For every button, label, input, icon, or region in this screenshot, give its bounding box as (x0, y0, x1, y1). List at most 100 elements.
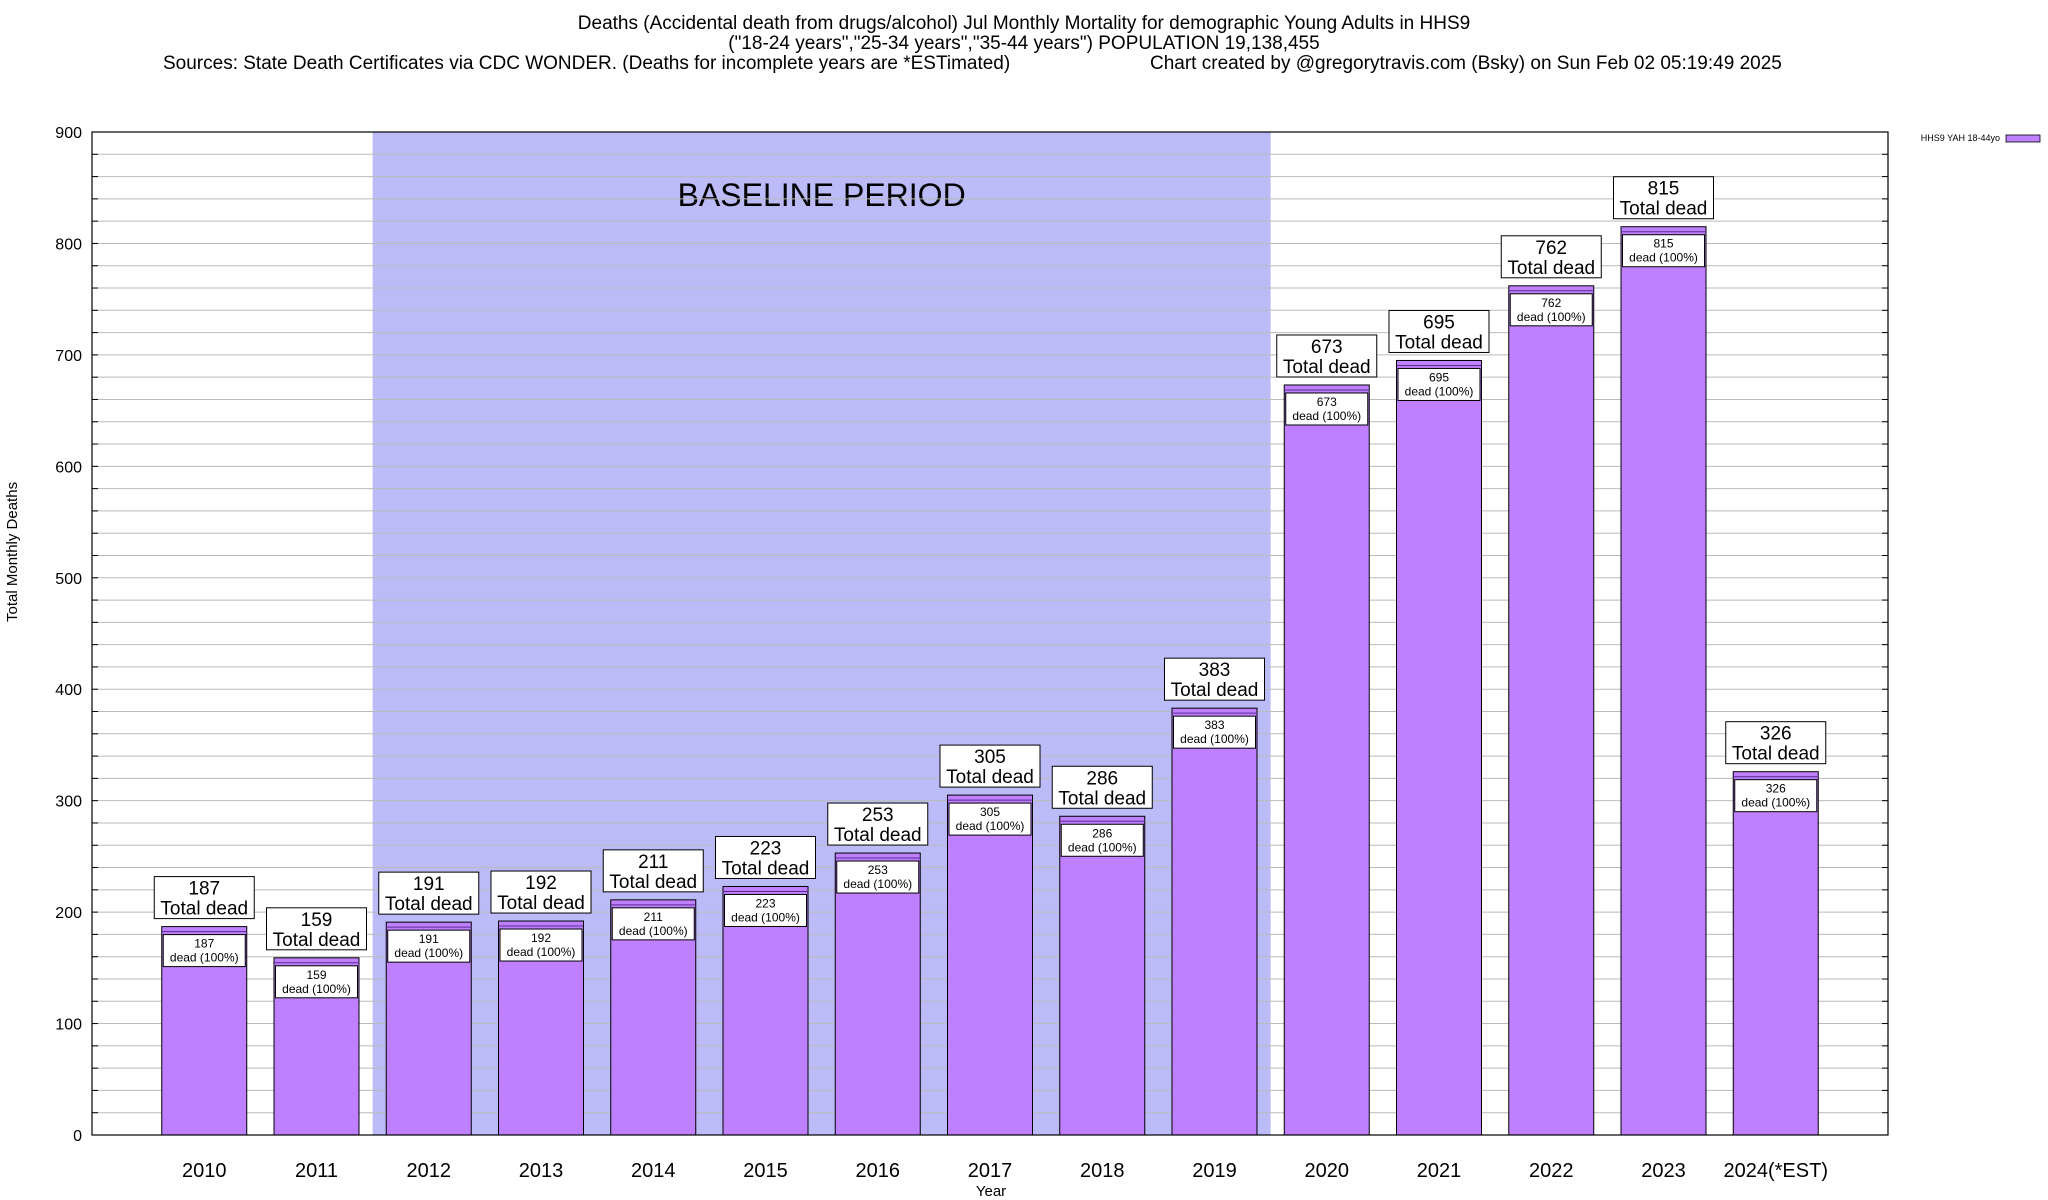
y-tick-label: 100 (55, 1017, 82, 1034)
y-tick-label: 900 (55, 125, 82, 142)
inner-label-value: 191 (419, 932, 439, 946)
top-label-text: Total dead (1171, 680, 1259, 701)
inner-label-box (1173, 715, 1256, 749)
top-label-text: Total dead (1058, 788, 1146, 809)
chart-title-line-2: ("18-24 years","25-34 years","35-44 year… (728, 33, 1320, 54)
top-label-box (715, 835, 816, 879)
inner-label-value: 211 (644, 910, 663, 924)
inner-label-percent: dead (100%) (282, 982, 351, 996)
inner-label-box (1397, 367, 1481, 401)
y-tick-label: 600 (55, 459, 82, 476)
top-label-text: Total dead (609, 872, 697, 893)
inner-label-percent: dead (100%) (956, 819, 1025, 833)
inner-label-box (948, 802, 1032, 836)
x-tick-label: 2013 (519, 1160, 564, 1182)
top-label-value: 187 (188, 879, 220, 900)
inner-label-percent: dead (100%) (1292, 409, 1361, 423)
bar (1283, 384, 1370, 1136)
y-tick-label: 800 (55, 236, 82, 253)
x-tick-label: 2024(*EST) (1724, 1160, 1829, 1182)
top-label-box (153, 876, 255, 920)
x-tick-label: 2017 (968, 1160, 1013, 1182)
top-label-box (939, 744, 1041, 788)
inner-label-box (1734, 779, 1818, 813)
baseline-period-label: BASELINE PERIOD (678, 177, 966, 213)
x-tick-label: 2018 (1080, 1160, 1125, 1182)
x-tick-label: 2015 (743, 1160, 788, 1182)
x-tick-label: 2020 (1305, 1160, 1350, 1182)
top-label-value: 673 (1311, 337, 1343, 358)
top-label-text: Total dead (273, 930, 361, 951)
inner-label-percent: dead (100%) (507, 945, 576, 959)
inner-label-percent: dead (100%) (731, 910, 800, 924)
inner-label-box (162, 934, 246, 968)
inner-label-box (1060, 823, 1144, 857)
inner-label-box (1622, 234, 1705, 268)
inner-label-value: 383 (1204, 718, 1224, 732)
top-label-value: 305 (974, 747, 1006, 768)
plot-frame (91, 131, 1889, 1136)
inner-label-box (499, 928, 583, 962)
bar (1396, 359, 1482, 1136)
top-label-value: 383 (1199, 660, 1231, 681)
top-label-value: 223 (750, 838, 782, 859)
inner-label-box (275, 965, 358, 999)
chart-credit: Chart created by @gregorytravis.com (Bsk… (1150, 53, 1782, 74)
inner-label-box (836, 860, 920, 894)
inner-label-box (1285, 392, 1369, 426)
top-label-box (490, 870, 592, 914)
bar (834, 852, 921, 1136)
y-tick-label: 300 (55, 794, 82, 811)
bar (722, 885, 809, 1136)
bar (947, 794, 1033, 1136)
top-label-value: 762 (1535, 238, 1567, 259)
inner-label-box (1509, 293, 1593, 327)
top-label-box (1725, 721, 1827, 765)
x-tick-label: 2022 (1529, 1160, 1574, 1182)
x-tick-label: 2019 (1192, 1160, 1237, 1182)
inner-label-value: 187 (194, 937, 214, 951)
top-label-box (1500, 235, 1602, 279)
top-label-box (1051, 765, 1153, 809)
x-axis-title: Year (976, 1183, 1006, 1200)
top-label-text: Total dead (834, 825, 922, 846)
y-tick-label: 700 (55, 348, 82, 365)
y-tick-label: 400 (55, 682, 82, 699)
top-label-value: 695 (1423, 312, 1455, 333)
inner-label-percent: dead (100%) (843, 877, 912, 891)
top-label-text: Total dead (1507, 258, 1595, 279)
legend-swatch (2005, 134, 2041, 143)
inner-label-percent: dead (100%) (1068, 840, 1137, 854)
top-label-value: 191 (413, 874, 445, 895)
inner-label-percent: dead (100%) (170, 951, 239, 965)
x-tick-label: 2011 (295, 1160, 338, 1182)
top-label-box (266, 907, 367, 951)
inner-label-percent: dead (100%) (1741, 796, 1810, 810)
bar (1620, 226, 1707, 1136)
top-label-value: 211 (638, 852, 668, 873)
top-label-box (1276, 334, 1378, 378)
top-label-value: 253 (862, 805, 894, 826)
top-label-text: Total dead (497, 893, 585, 914)
top-label-text: Total dead (1732, 744, 1820, 765)
top-label-text: Total dead (946, 767, 1034, 788)
top-label-value: 286 (1086, 768, 1118, 789)
inner-label-value: 253 (868, 863, 888, 877)
chart-sources: Sources: State Death Certificates via CD… (163, 53, 1011, 74)
inner-label-percent: dead (100%) (394, 946, 463, 960)
bar (1059, 815, 1146, 1136)
inner-label-percent: dead (100%) (619, 924, 688, 938)
y-tick-label: 200 (55, 905, 82, 922)
top-label-value: 192 (525, 873, 557, 894)
x-tick-label: 2012 (407, 1160, 452, 1182)
inner-label-box (611, 907, 695, 941)
inner-label-value: 159 (306, 968, 326, 982)
top-label-value: 815 (1648, 179, 1680, 200)
chart-title-line-1: Deaths (Accidental death from drugs/alco… (577, 13, 1471, 34)
inner-label-percent: dead (100%) (1517, 310, 1586, 324)
legend-label: HHS9 YAH 18-44yo (1921, 133, 2000, 143)
inner-label-value: 815 (1653, 237, 1673, 251)
bar (1171, 707, 1258, 1136)
x-tick-label: 2021 (1417, 1160, 1462, 1182)
